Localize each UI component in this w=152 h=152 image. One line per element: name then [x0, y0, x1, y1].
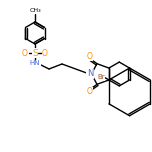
Text: O: O — [87, 52, 92, 61]
Text: O: O — [87, 87, 92, 96]
Text: CH₃: CH₃ — [29, 9, 41, 14]
Text: Br: Br — [97, 74, 105, 80]
Text: O: O — [22, 48, 28, 57]
Text: N: N — [87, 69, 93, 78]
Text: O: O — [42, 48, 48, 57]
Text: S: S — [32, 48, 38, 57]
Text: HN: HN — [30, 60, 40, 66]
